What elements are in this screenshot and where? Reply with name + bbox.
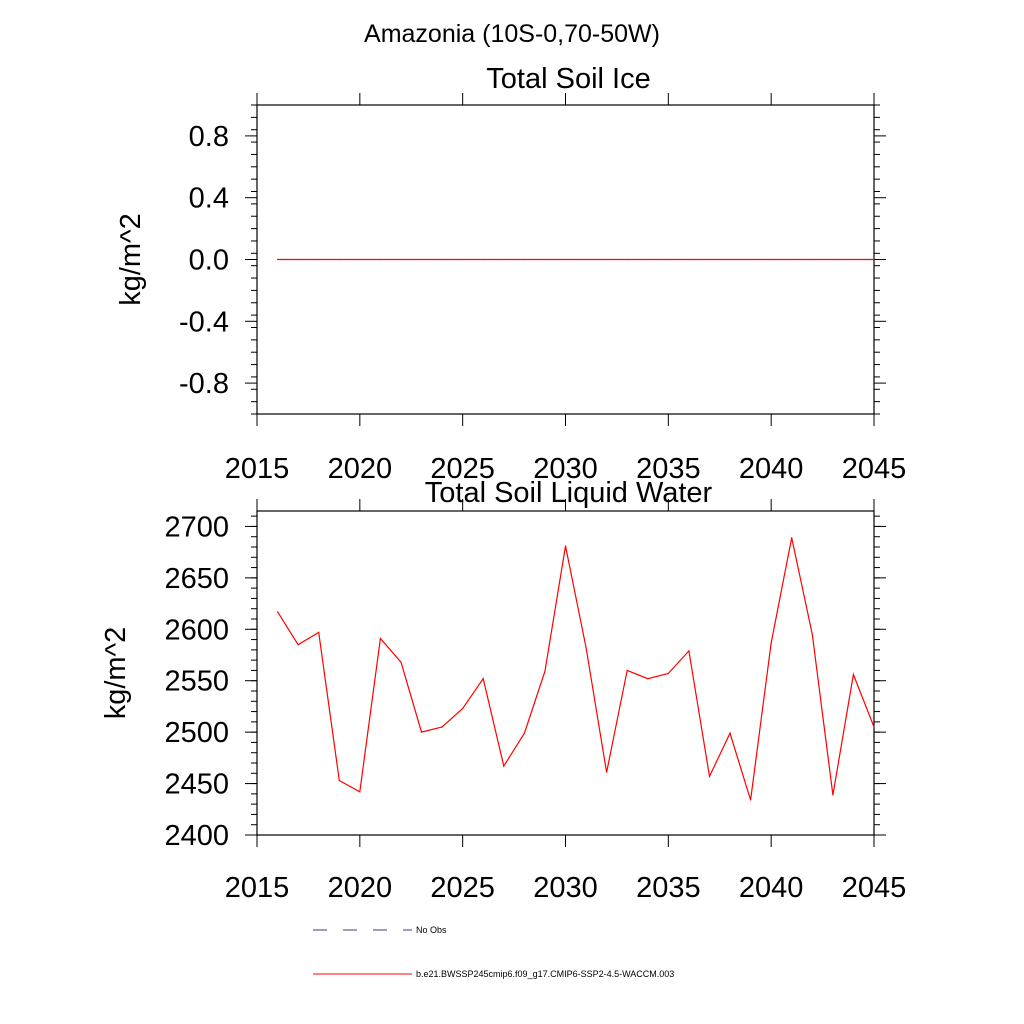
data-point	[338, 779, 340, 782]
x-tick-label: 2045	[842, 453, 907, 485]
data-point	[523, 258, 525, 261]
data-point	[359, 258, 361, 261]
data-point	[420, 731, 423, 733]
y-tick-label: 2600	[164, 614, 229, 646]
x-tick-label: 2025	[430, 872, 495, 904]
data-point	[770, 258, 772, 261]
x-tick-label: 2015	[225, 453, 290, 485]
data-point	[606, 771, 608, 773]
data-point	[708, 258, 711, 261]
data-point	[667, 258, 669, 261]
data-point	[626, 258, 628, 261]
y-tick-label: 2650	[164, 563, 229, 595]
data-point	[791, 537, 793, 539]
data-point	[441, 258, 443, 261]
data-point	[318, 631, 320, 633]
data-point	[297, 644, 299, 646]
data-point	[729, 258, 731, 261]
data-point	[503, 258, 505, 261]
data-point	[688, 258, 690, 261]
data-point	[379, 258, 381, 261]
region-title: Amazonia (10S-0,70-50W)	[364, 20, 660, 48]
x-tick-label: 2030	[533, 453, 598, 485]
data-point	[400, 258, 402, 261]
data-point	[770, 642, 772, 644]
y-tick-label: 2700	[164, 511, 229, 543]
data-point	[832, 794, 834, 796]
data-point	[688, 650, 690, 652]
data-point	[852, 258, 855, 261]
y-tick-label: -0.8	[179, 368, 229, 400]
x-tick-label: 2040	[739, 453, 804, 485]
x-tick-label: 2030	[533, 872, 598, 904]
legend-obs-label: No Obs	[416, 925, 447, 935]
data-point	[852, 673, 855, 676]
y-tick-label: 0.0	[189, 245, 229, 277]
data-point	[482, 678, 484, 680]
data-point	[462, 258, 464, 261]
data-point	[811, 633, 813, 636]
x-tick-label: 2045	[842, 872, 907, 904]
legend: No Obs b.e21.BWSSP245cmip6.f09_g17.CMIP6…	[313, 925, 674, 979]
data-point	[585, 647, 587, 649]
series-line	[277, 537, 875, 801]
data-point	[729, 732, 731, 734]
y-axis-label: kg/m^2	[115, 213, 147, 306]
x-tick-label: 2025	[430, 453, 495, 485]
data-point	[564, 258, 567, 261]
data-point	[564, 545, 567, 547]
x-tick-label: 2035	[636, 453, 701, 485]
data-point	[606, 258, 608, 261]
y-tick-label: 2550	[164, 666, 229, 698]
data-point	[585, 258, 587, 261]
data-point	[750, 799, 752, 801]
y-axis-label: kg/m^2	[100, 627, 132, 720]
data-point	[647, 258, 649, 261]
x-tick-label: 2020	[328, 872, 393, 904]
data-point	[708, 775, 711, 777]
data-point	[482, 258, 484, 261]
data-point	[276, 258, 279, 261]
data-point	[811, 258, 813, 261]
data-point	[832, 258, 834, 261]
data-point	[647, 678, 649, 680]
data-point	[338, 258, 340, 261]
chart-title: Total Soil Liquid Water	[425, 477, 713, 509]
data-point	[462, 707, 464, 710]
data-point	[523, 732, 525, 734]
data-point	[400, 661, 402, 663]
data-point	[544, 258, 546, 261]
data-point	[297, 258, 299, 261]
x-tick-label: 2040	[739, 872, 804, 904]
data-point	[544, 670, 546, 673]
data-point	[359, 791, 361, 793]
y-tick-label: 2400	[164, 820, 229, 852]
soil-ice-panel: Total Soil Ice kg/m^2 2015 2020 2025 2030 2035…	[115, 63, 906, 485]
data-point	[626, 669, 628, 672]
x-tick-label: 2020	[328, 453, 393, 485]
data-point	[791, 258, 793, 261]
chart-title: Total Soil Ice	[486, 63, 650, 95]
y-tick-label: 0.8	[189, 121, 229, 153]
legend-model-label: b.e21.BWSSP245cmip6.f09_g17.CMIP6-SSP2-4…	[416, 969, 674, 979]
data-point	[873, 726, 875, 728]
data-point	[873, 258, 875, 261]
x-tick-label: 2015	[225, 872, 290, 904]
y-tick-label: -0.4	[179, 306, 229, 338]
y-tick-label: 2500	[164, 717, 229, 749]
x-tick-label: 2035	[636, 872, 701, 904]
data-point	[441, 726, 443, 728]
y-tick-label: 0.4	[189, 183, 229, 215]
data-point	[276, 611, 279, 613]
data-point	[379, 637, 381, 640]
data-point	[318, 258, 320, 261]
soil-liquid-water-panel: Total Soil Liquid Water kg/m^2 2015 2020 202…	[100, 477, 906, 904]
data-point	[420, 258, 423, 261]
data-point	[503, 765, 505, 767]
data-point	[667, 672, 669, 675]
y-tick-label: 2450	[164, 769, 229, 801]
data-point	[750, 258, 752, 261]
